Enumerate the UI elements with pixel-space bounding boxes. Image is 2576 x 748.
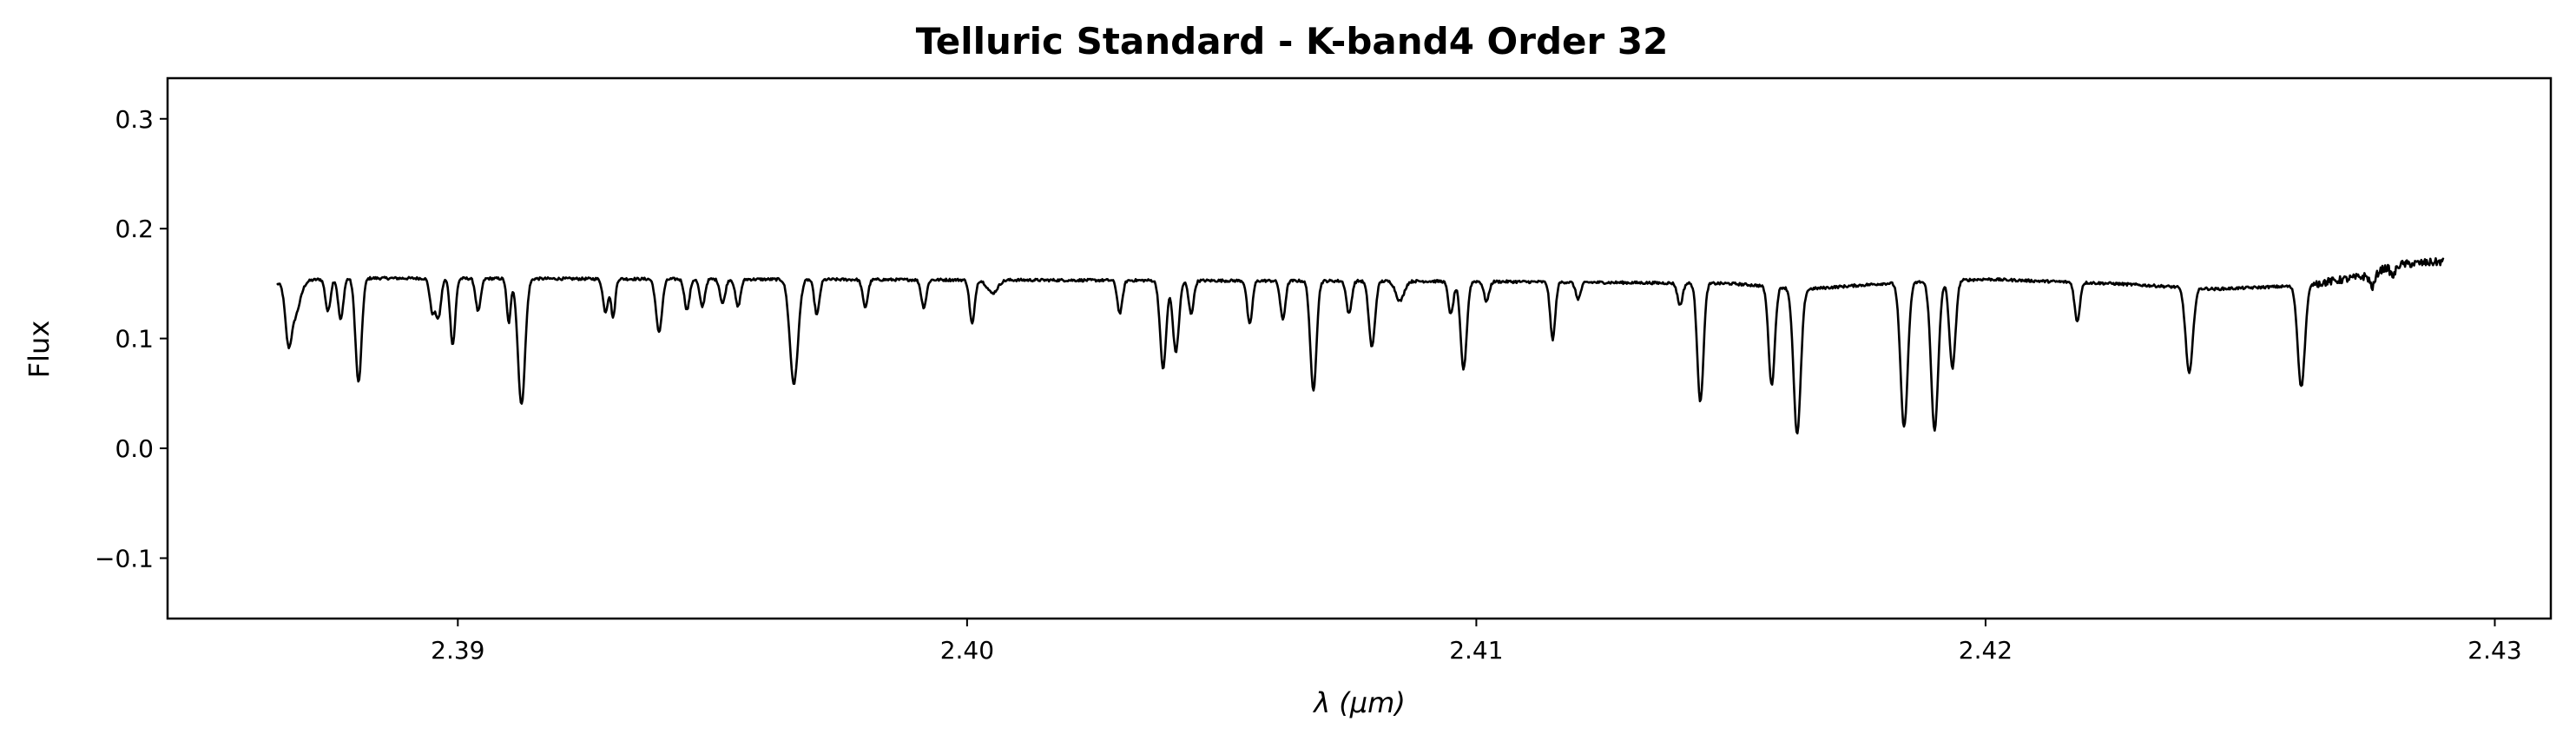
x-tick-label: 2.39 (431, 636, 484, 665)
y-tick-label: 0.0 (115, 434, 154, 463)
x-tick-label: 2.42 (1959, 636, 2013, 665)
x-tick-label: 2.43 (2467, 636, 2521, 665)
x-tick-label: 2.41 (1449, 636, 1503, 665)
flux-series-line (276, 257, 2445, 435)
y-tick-label: 0.3 (115, 105, 154, 134)
x-axis-label: λ (μm) (1312, 686, 1406, 719)
y-tick-label: 0.2 (115, 215, 154, 243)
chart-title: Telluric Standard - K-band4 Order 32 (916, 20, 1669, 63)
y-axis-label: Flux (23, 321, 56, 379)
plot-frame (166, 76, 2553, 620)
y-tick-label: 0.1 (115, 325, 154, 354)
y-axis: −0.1 0.0 0.1 0.2 0.3 (95, 105, 168, 573)
y-tick-label: −0.1 (95, 544, 154, 573)
x-tick-label: 2.40 (940, 636, 994, 665)
x-axis: 2.39 2.40 2.41 2.42 2.43 (431, 619, 2522, 665)
